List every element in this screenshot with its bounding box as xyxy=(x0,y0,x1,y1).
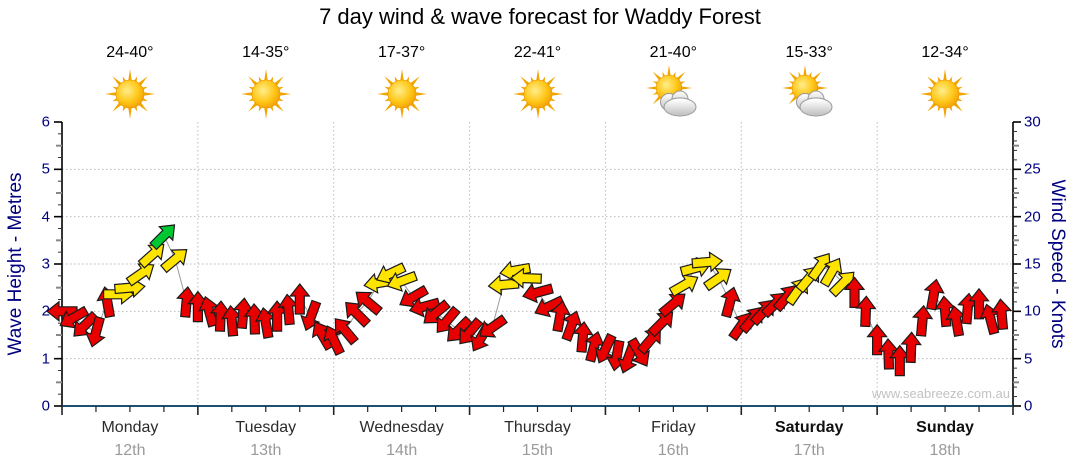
wind-arrow xyxy=(534,295,566,318)
temp-label: 24-40° xyxy=(106,44,154,61)
wind-arrow xyxy=(990,298,1013,331)
wind-arrow xyxy=(322,325,345,356)
wave-tick-label: 1 xyxy=(41,350,50,368)
wind-arrow xyxy=(807,252,831,282)
day-label: Monday xyxy=(101,419,159,436)
wind-arrow xyxy=(59,305,90,329)
date-label: 14th xyxy=(386,442,418,459)
wave-tick-label: 5 xyxy=(41,160,50,178)
weather-icon-sunny xyxy=(918,67,972,121)
wind-arrow xyxy=(911,304,934,337)
wind-arrow xyxy=(149,224,176,251)
wind-arrow xyxy=(408,296,441,318)
wind-arrow xyxy=(334,318,359,346)
daily-summary-row: 24-40° 14-35° 17-37° 22-41° xyxy=(0,0,1080,120)
temp-label: 15-33° xyxy=(785,44,833,61)
temp-label: 12-34° xyxy=(921,44,969,61)
wind-arrow xyxy=(572,320,594,353)
temp-label: 21-40° xyxy=(649,44,698,61)
wind-arrow xyxy=(345,301,372,328)
wind-arrow xyxy=(46,300,78,323)
wind-arrow xyxy=(945,305,967,338)
wind-arrow xyxy=(220,304,243,337)
chart-title: 7 day wind & wave forecast for Waddy For… xyxy=(319,4,761,29)
watermark: www.seabreeze.com.au xyxy=(871,386,1010,401)
wind-tick-label: 30 xyxy=(1024,113,1041,131)
date-label: 13th xyxy=(250,442,282,459)
wind-arrow xyxy=(73,310,100,337)
wind-arrow xyxy=(819,257,843,288)
day-label: Friday xyxy=(651,419,696,436)
wind-arrow xyxy=(647,311,674,338)
wind-tick-label: 25 xyxy=(1024,160,1041,178)
wind-arrow xyxy=(243,302,266,335)
wind-arrow xyxy=(720,286,741,319)
wind-arrow xyxy=(375,262,407,285)
temp-label: 14-35° xyxy=(242,44,290,61)
date-label: 17th xyxy=(793,442,825,459)
temp-label: 17-37° xyxy=(377,44,426,61)
weather-icon-partly-cloudy xyxy=(646,65,700,121)
weather-icon-sunny xyxy=(239,67,293,121)
wind-tick-label: 20 xyxy=(1024,208,1041,226)
wind-arrow xyxy=(232,297,255,330)
wind-arrow xyxy=(479,314,508,338)
wind-arrow xyxy=(355,291,383,316)
wind-arrow xyxy=(691,251,724,273)
wind-arrow xyxy=(549,300,572,333)
date-label: 12th xyxy=(114,442,146,459)
wind-arrow xyxy=(187,290,209,323)
wave-tick-label: 2 xyxy=(41,302,50,320)
wind-arrow xyxy=(289,283,311,315)
wind-arrow xyxy=(522,282,554,304)
wind-arrow xyxy=(702,268,732,292)
wind-arrow xyxy=(855,295,877,328)
wave-tick-label: 4 xyxy=(41,208,50,226)
wave-tick-label: 0 xyxy=(41,397,50,415)
wind-arrow xyxy=(399,284,430,308)
date-label: 18th xyxy=(929,442,961,459)
temp-label: 22-41° xyxy=(513,44,562,61)
wind-arrow xyxy=(423,299,451,324)
day-label: Wednesday xyxy=(359,419,444,436)
weather-icon-sunny xyxy=(103,67,157,121)
weather-icon-sunny xyxy=(375,67,429,121)
wind-arrow xyxy=(386,270,419,292)
wind-arrow xyxy=(561,310,583,342)
wind-arrow xyxy=(85,315,106,348)
wind-arrow xyxy=(137,243,165,269)
wind-arrow xyxy=(877,337,900,370)
date-label: 16th xyxy=(657,442,689,459)
day-label: Saturday xyxy=(774,419,844,436)
wind-tick-label: 15 xyxy=(1024,255,1041,273)
wind-arrow xyxy=(209,300,232,332)
wind-tick-label: 10 xyxy=(1024,302,1041,320)
wave-tick-label: 3 xyxy=(41,255,50,273)
weather-icon-sunny xyxy=(511,67,565,121)
wind-tick-label: 5 xyxy=(1024,350,1033,368)
day-label: Sunday xyxy=(916,419,974,436)
wind-arrow xyxy=(668,274,699,298)
wind-arrow xyxy=(176,285,198,318)
date-label: 15th xyxy=(521,442,554,459)
wind-arrow xyxy=(594,332,617,364)
wind-tick-label: 0 xyxy=(1024,397,1033,415)
wind-arrow xyxy=(125,263,155,287)
day-label: Thursday xyxy=(504,419,571,436)
wind-arrow xyxy=(277,293,299,326)
wind-arrow xyxy=(510,267,542,289)
weather-icon-partly-cloudy xyxy=(782,65,836,121)
wind-arrow xyxy=(889,344,911,377)
wind-arrow xyxy=(900,331,922,364)
wind-arrow xyxy=(159,249,188,274)
wave-tick-label: 6 xyxy=(41,113,50,131)
wind-arrow xyxy=(658,293,686,318)
day-label: Tuesday xyxy=(235,419,297,436)
